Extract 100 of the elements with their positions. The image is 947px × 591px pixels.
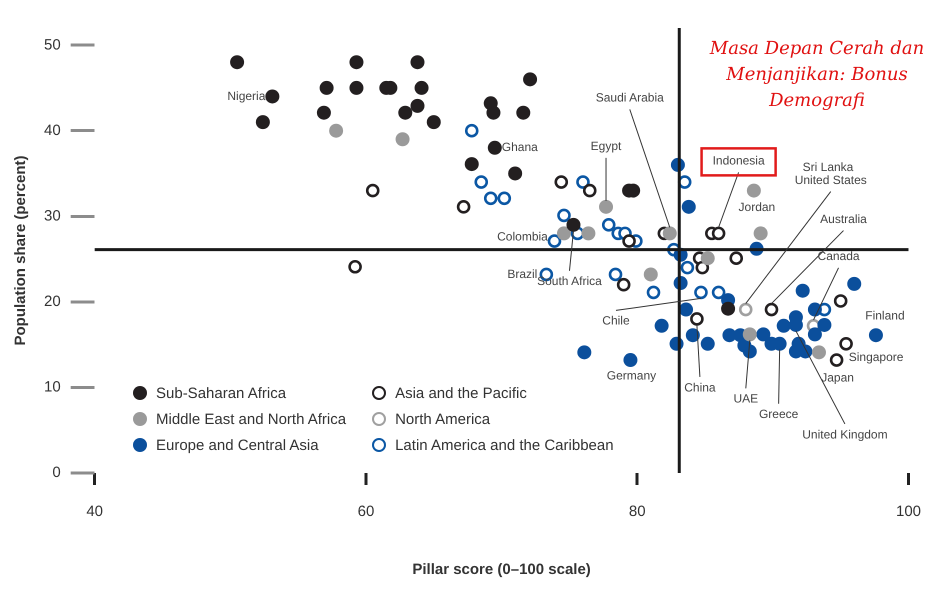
point [548,234,562,248]
point [602,218,616,232]
point [576,175,590,189]
point [690,312,704,326]
point [556,226,571,240]
annotation: Greece [758,407,799,422]
point [796,284,810,298]
point [729,251,744,265]
annotation: Finland [865,308,905,323]
legend-label: Latin America and the Caribbean [395,436,614,454]
legend-label: Middle East and North Africa [156,410,346,428]
point [582,184,597,198]
point [817,318,832,332]
annotation: Japan [821,370,854,384]
point [414,80,429,95]
point [599,200,614,214]
point [486,106,500,120]
annotation: Egypt [590,139,622,154]
x-tick-label: 60 [358,503,374,520]
annotation: UAE [733,392,758,406]
point [696,260,710,274]
annotation: Singapore [848,350,904,364]
point [644,267,658,282]
point [679,302,694,317]
point [808,302,822,317]
point [742,327,757,342]
point [349,55,364,70]
annotation: United Kingdom [802,427,888,442]
point [700,251,715,266]
point [426,115,441,130]
point [608,268,622,282]
point [764,302,778,316]
y-tick-label: 30 [44,207,61,224]
point [682,200,696,214]
point [680,260,694,274]
annotation: Indonesia [712,154,765,168]
point [756,327,770,342]
point [474,175,488,189]
point [686,328,700,342]
point [662,226,677,240]
annotation: Saudi Arabia [596,90,664,105]
point [320,80,334,95]
y-tick-label: 10 [44,378,61,396]
annotation: Nigeria [227,88,266,103]
point [623,353,638,368]
point [754,226,768,240]
point [554,175,568,189]
annotation: Canada [818,249,860,264]
point [742,344,757,358]
point [398,106,412,120]
annotation: Ghana [502,140,538,154]
point [834,294,848,308]
point [410,55,424,70]
y-tick-label: 20 [44,292,61,310]
point [230,55,244,70]
point [694,286,708,300]
point [700,336,715,351]
annotation: Colombia [497,229,548,244]
annotation: Chile [602,314,630,328]
point [498,192,512,206]
legend-label: Europe and Central Asia [156,436,319,454]
point [464,157,479,172]
point [349,80,364,95]
annotation: Australia [820,212,868,226]
point [265,89,280,104]
annotation: Masa Depan Cerah dan Menjanjikan: Bonus Demografi [708,37,926,113]
point [329,124,344,138]
point [738,302,753,316]
y-tick-label: 0 [52,464,61,482]
legend-label: North America [395,410,490,428]
annotation: Sri Lanka [802,160,854,174]
point [508,166,522,180]
point [830,353,844,367]
point [566,218,580,232]
point [654,318,669,333]
y-tick-label: 50 [44,36,61,54]
x-tick-label: 80 [628,503,646,520]
point [348,260,362,274]
annotation: China [684,380,716,394]
point [839,336,853,351]
point [847,276,862,291]
point [316,106,331,120]
point [646,286,660,300]
annotation: Brazil [507,266,538,281]
point [812,345,826,360]
point [581,226,596,240]
point [808,327,822,342]
point [464,124,479,138]
annotation: Jordan [738,200,776,214]
point [622,234,636,248]
x-axis-title: Pillar score (0–100 scale) [412,561,591,578]
point [577,345,592,360]
annotation: United States [794,172,867,187]
point [396,132,410,146]
annotation: Germany [606,368,656,382]
legend-label: Asia and the Pacific [395,384,527,402]
point [516,106,530,120]
x-tick-label: 100 [896,503,921,520]
point [366,184,380,198]
point [256,115,270,130]
